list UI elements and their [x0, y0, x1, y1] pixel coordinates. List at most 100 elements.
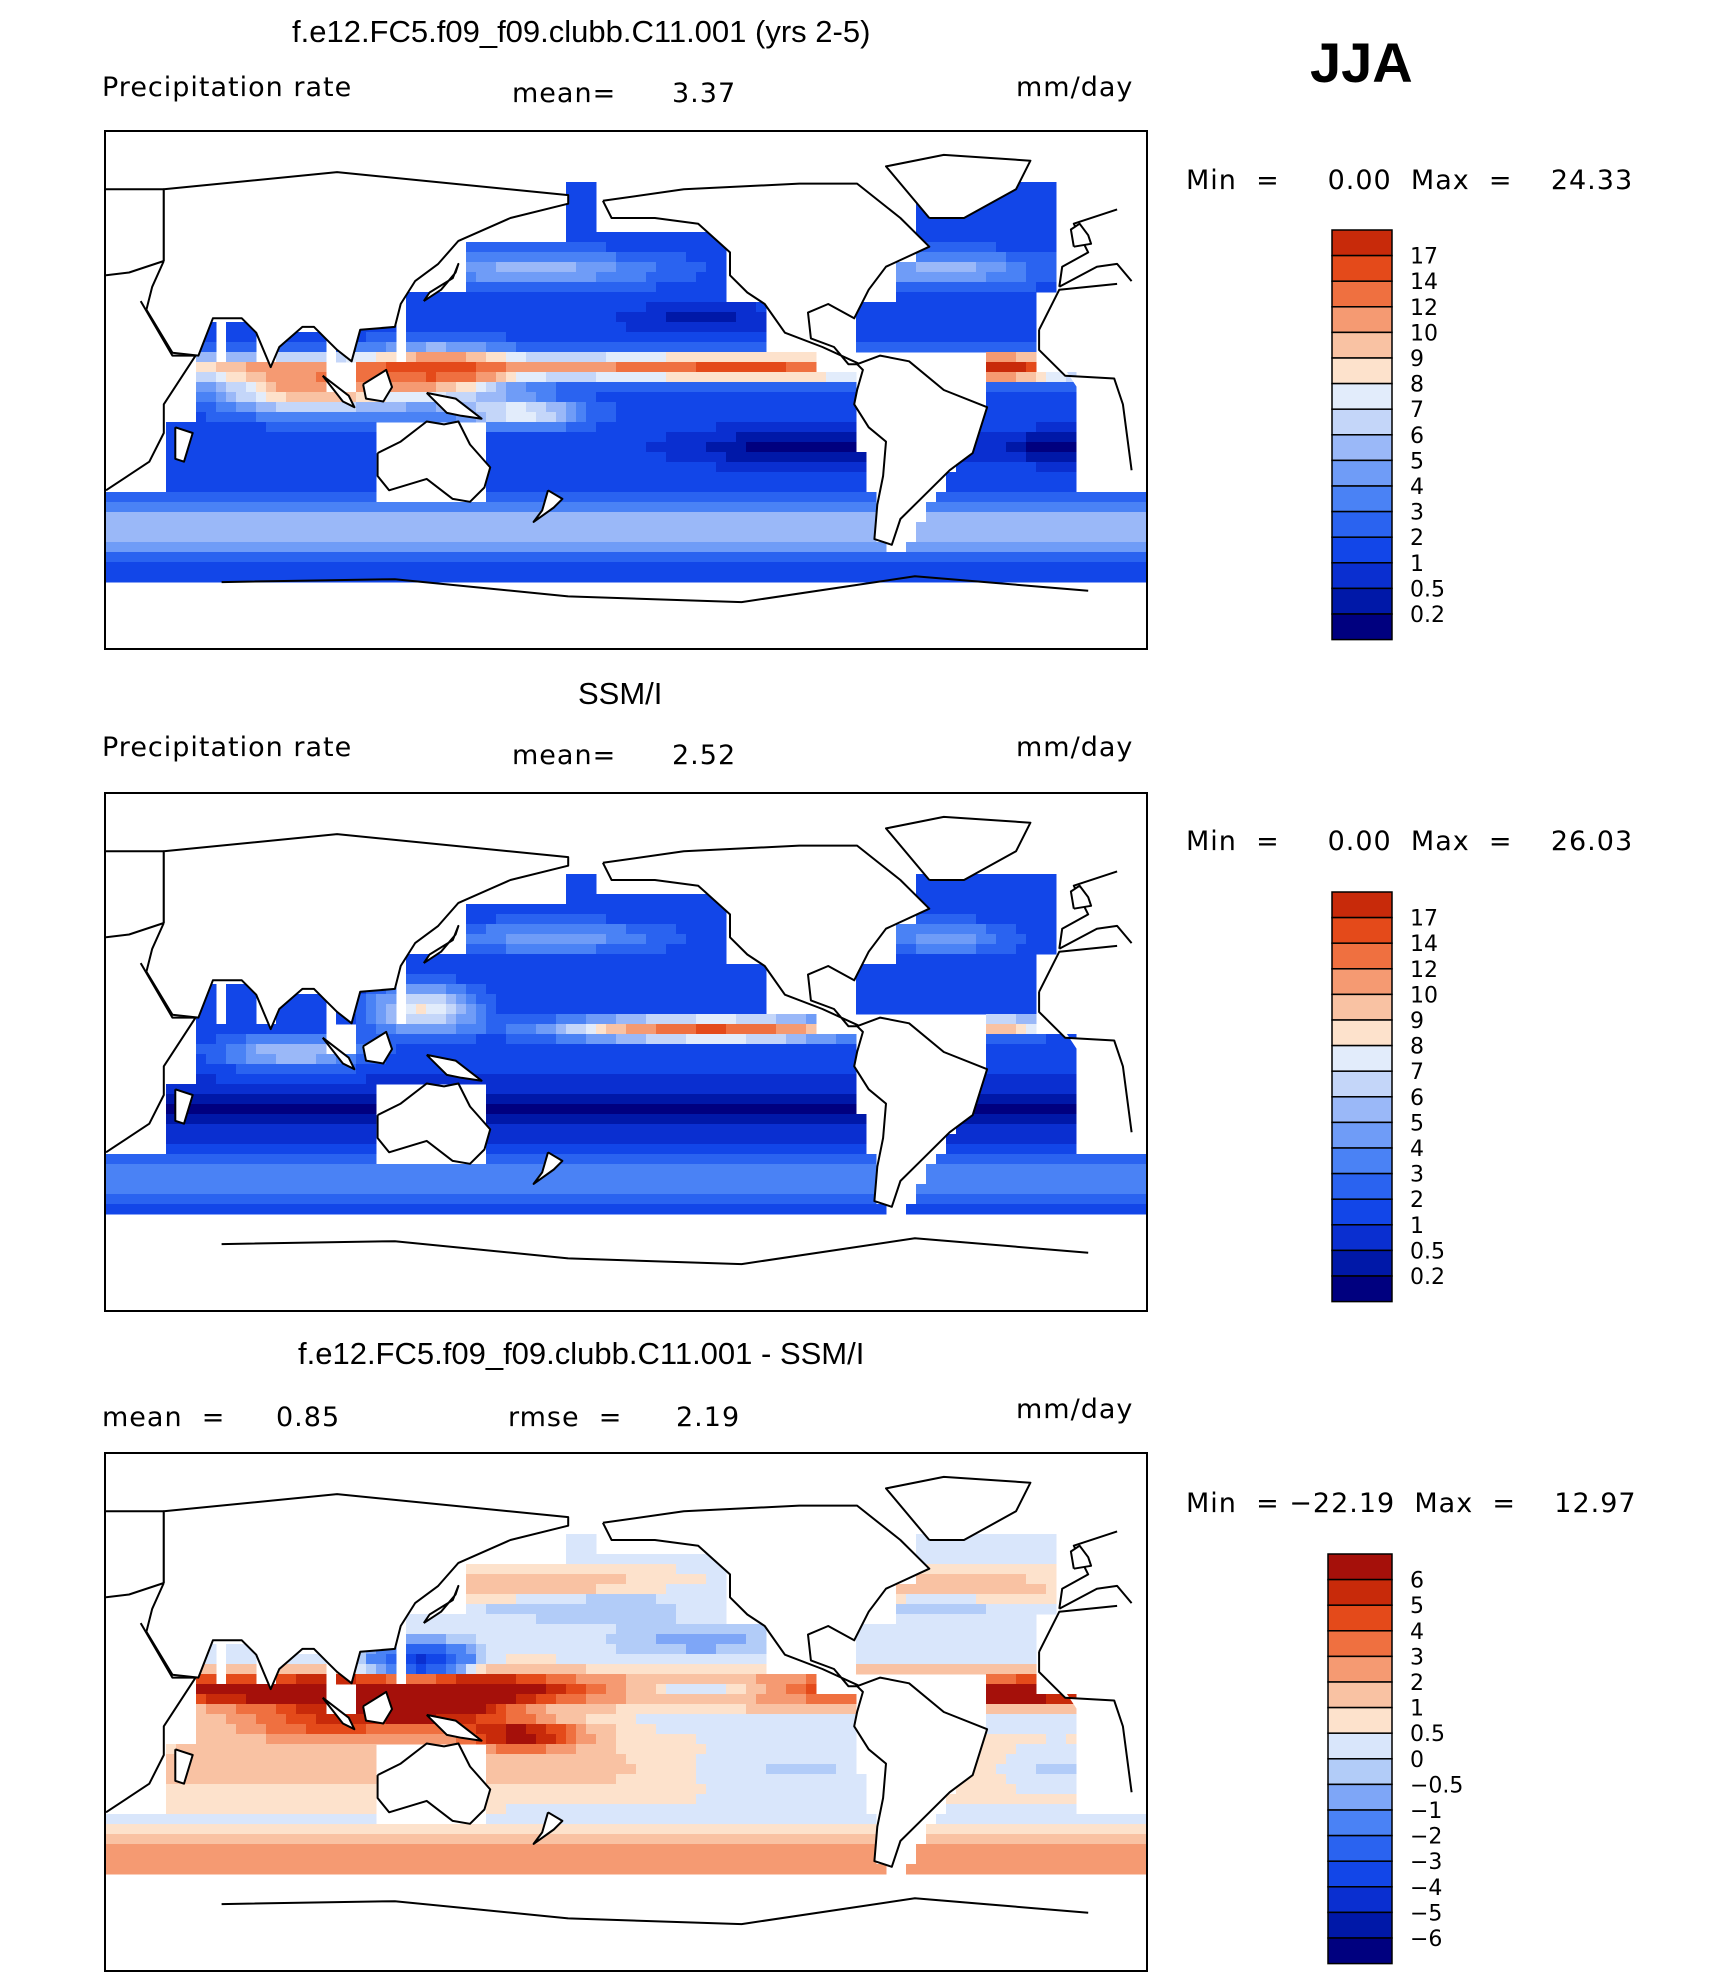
colorbar-3-label: −4: [1410, 1876, 1442, 1901]
panel-3-mean-value: 0.85: [276, 1402, 341, 1433]
coastline-africa: [106, 282, 1133, 492]
colorbar-1-box: [1331, 613, 1393, 641]
panel-2-mean-label: mean=: [512, 740, 617, 771]
colorbar-3-label: 3: [1410, 1645, 1424, 1670]
coastline-newguinea: [425, 391, 483, 420]
colorbar-1-box: [1331, 562, 1393, 590]
colorbar-2-label: 1: [1410, 1214, 1424, 1239]
colorbar-1-label: 6: [1410, 424, 1424, 449]
panel-1-units: mm/day: [1016, 72, 1134, 103]
colorbar-1-box: [1331, 485, 1393, 513]
colorbar-3-box: [1327, 1578, 1393, 1606]
colorbar-3-label: 1: [1410, 1697, 1424, 1722]
colorbar-3-box: [1327, 1604, 1393, 1632]
colorbar-3-box: [1327, 1834, 1393, 1862]
coastline-japan: [422, 924, 460, 964]
colorbar-3-box: [1327, 1630, 1393, 1658]
colorbar-1-label: 12: [1410, 296, 1438, 321]
colorbar-1-box: [1331, 306, 1393, 334]
colorbar-2-box: [1331, 1121, 1393, 1149]
coastlines: [106, 153, 1133, 604]
colorbar-2-label: 10: [1410, 983, 1438, 1008]
colorbar-1-box: [1331, 510, 1393, 538]
colorbar-2-box: [1331, 1172, 1393, 1200]
colorbar-3-label: 0: [1410, 1748, 1424, 1773]
colorbar-3-label: 6: [1410, 1569, 1424, 1594]
panel-2-mean-value: 2.52: [672, 740, 737, 771]
coastline-nz: [532, 489, 564, 523]
colorbar-2-box: [1331, 968, 1393, 996]
colorbar-2-box: [1331, 942, 1393, 970]
colorbar-3-label: 5: [1410, 1594, 1424, 1619]
coastline-uk: [1069, 222, 1093, 248]
coastline-antarctica: [221, 575, 1089, 604]
panel-3-units: mm/day: [1016, 1394, 1134, 1425]
colorbar-1-label: 0.2: [1410, 603, 1445, 628]
colorbar-3-label: 0.5: [1410, 1722, 1445, 1747]
coastline-australia: [376, 420, 492, 503]
panel-1-mean-value: 3.37: [672, 78, 737, 109]
coastline-namerica: [602, 1504, 931, 1688]
coastline-madagascar: [174, 1748, 194, 1785]
colorbar-2-label: 6: [1410, 1086, 1424, 1111]
panel-2-variable-label: Precipitation rate: [102, 732, 353, 763]
coastline-madagascar: [174, 426, 194, 463]
colorbar-2-box: [1331, 993, 1393, 1021]
panel-2-map: [104, 792, 1148, 1312]
coastline-japan: [422, 1584, 460, 1624]
colorbar-2-box: [1331, 1019, 1393, 1047]
colorbar-2-label: 8: [1410, 1035, 1424, 1060]
panel-1-variable-label: Precipitation rate: [102, 72, 353, 103]
colorbar-3-label: −3: [1410, 1850, 1442, 1875]
coastline-antarctica: [221, 1897, 1089, 1926]
colorbar-1-label: 8: [1410, 373, 1424, 398]
coastline-greenland: [885, 815, 1032, 881]
precip-field: [106, 1534, 1146, 1875]
colorbar-2-label: 2: [1410, 1188, 1424, 1213]
colorbar-3-box: [1327, 1758, 1393, 1786]
panel-1-min-max: Min = 0.00 Max = 24.33: [1186, 165, 1634, 196]
panel-3-min-max: Min = −22.19 Max = 12.97: [1186, 1488, 1637, 1519]
colorbar-1-label: 17: [1410, 245, 1438, 270]
colorbar-2-label: 4: [1410, 1137, 1424, 1162]
panel-3-mean-label: mean =: [102, 1402, 226, 1433]
coastline-sumatra: [321, 374, 356, 409]
colorbar-1-box: [1331, 280, 1393, 308]
panel-1-map-field: [106, 153, 1146, 604]
colorbar-1-box: [1331, 434, 1393, 462]
colorbar-2-label: 14: [1410, 932, 1438, 957]
coastline-australia: [376, 1742, 492, 1825]
colorbar-3-box: [1327, 1911, 1393, 1939]
colorbar-1-label: 7: [1410, 398, 1424, 423]
colorbar-1-box: [1331, 459, 1393, 487]
colorbar-1-label: 5: [1410, 449, 1424, 474]
colorbar-3-label: 4: [1410, 1620, 1424, 1645]
panel-3-map-field: [106, 1475, 1146, 1926]
colorbar-3-box: [1327, 1553, 1393, 1581]
colorbar-3-box: [1327, 1655, 1393, 1683]
colorbar-1-label: 14: [1410, 270, 1438, 295]
colorbar-3-label: −5: [1410, 1901, 1442, 1926]
colorbar-2-label: 0.2: [1410, 1265, 1445, 1290]
panel-3-rmse-value: 2.19: [676, 1402, 741, 1433]
colorbar-2-box: [1331, 916, 1393, 944]
coastline-japan: [422, 262, 460, 302]
colorbar-1-label: 4: [1410, 475, 1424, 500]
coastline-madagascar: [174, 1088, 194, 1125]
precip-field: [106, 182, 1146, 583]
coastline-asia: [145, 171, 570, 369]
season-label: JJA: [1310, 31, 1413, 94]
panel-1-map: [104, 130, 1148, 650]
colorbar-3-box: [1327, 1681, 1393, 1709]
coastline-africa: [106, 944, 1133, 1154]
colorbar-3-box: [1327, 1706, 1393, 1734]
colorbar-2-label: 3: [1410, 1163, 1424, 1188]
coastline-newguinea: [425, 1713, 483, 1742]
colorbar-3-label: −2: [1410, 1825, 1442, 1850]
panel-2-units: mm/day: [1016, 732, 1134, 763]
colorbar-2-label: 12: [1410, 958, 1438, 983]
colorbar-3-label: −6: [1410, 1927, 1442, 1952]
colorbar-1-box: [1331, 254, 1393, 282]
